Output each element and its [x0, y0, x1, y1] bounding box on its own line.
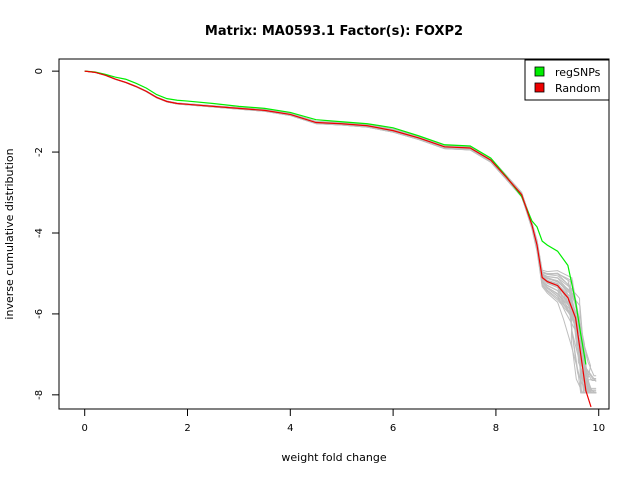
background-line-17 — [84, 70, 597, 394]
background-line-28 — [84, 70, 597, 394]
background-line-22 — [84, 70, 597, 394]
y-tick-label-0: 0 — [34, 68, 45, 74]
x-tick-label-2: 2 — [184, 423, 190, 434]
legend-label-regsnps: regSNPs — [555, 66, 601, 79]
x-tick-label-6: 6 — [390, 423, 396, 434]
x-axis: 0 2 4 6 8 10 — [82, 408, 605, 434]
y-axis-label: inverse cumulative distribution — [3, 148, 16, 319]
background-line-8 — [84, 70, 597, 394]
background-line-7 — [84, 70, 597, 391]
background-line-9 — [84, 70, 597, 394]
background-line-10 — [84, 70, 597, 394]
background-line-0 — [84, 70, 597, 394]
chart-title: Matrix: MA0593.1 Factor(s): FOXP2 — [205, 24, 463, 39]
x-tick-label-0: 0 — [82, 423, 88, 434]
y-tick-label--2: -2 — [34, 147, 45, 157]
background-line-18 — [84, 70, 597, 394]
background-line-19 — [84, 70, 597, 394]
background-line-16 — [84, 70, 597, 394]
series-lines-group — [84, 70, 592, 408]
background-line-15 — [84, 70, 597, 394]
background-line-24 — [84, 70, 597, 377]
background-line-5 — [84, 70, 597, 394]
background-line-27 — [84, 70, 597, 382]
y-tick-label--8: -8 — [34, 390, 45, 400]
y-tick-label--6: -6 — [34, 309, 45, 319]
background-line-25 — [84, 70, 597, 394]
background-line-3 — [84, 70, 597, 381]
y-axis: 0 -2 -4 -6 -8 — [34, 68, 59, 400]
background-line-20 — [84, 70, 597, 392]
series-line-random — [84, 70, 592, 408]
background-line-29 — [84, 70, 597, 380]
background-line-6 — [84, 70, 597, 381]
legend: regSNPs Random — [524, 59, 610, 101]
background-line-26 — [84, 70, 597, 394]
background-line-21 — [84, 70, 597, 394]
background-line-11 — [84, 70, 597, 389]
background-line-12 — [84, 70, 597, 394]
background-line-23 — [84, 70, 597, 394]
legend-swatch-random — [534, 82, 545, 93]
background-line-13 — [84, 70, 597, 394]
plot-frame — [58, 58, 610, 410]
y-tick-label--4: -4 — [34, 228, 45, 238]
x-tick-label-8: 8 — [493, 423, 499, 434]
legend-label-random: Random — [555, 82, 601, 95]
x-tick-label-10: 10 — [592, 423, 605, 434]
background-line-1 — [84, 70, 597, 394]
background-line-2 — [84, 70, 597, 394]
background-line-14 — [84, 70, 597, 394]
background-lines-group — [84, 70, 597, 394]
background-line-4 — [84, 70, 597, 394]
series-line-regsnps — [84, 70, 587, 365]
x-tick-label-4: 4 — [287, 423, 293, 434]
legend-swatch-regsnps — [534, 66, 545, 77]
x-axis-label: weight fold change — [281, 451, 386, 464]
